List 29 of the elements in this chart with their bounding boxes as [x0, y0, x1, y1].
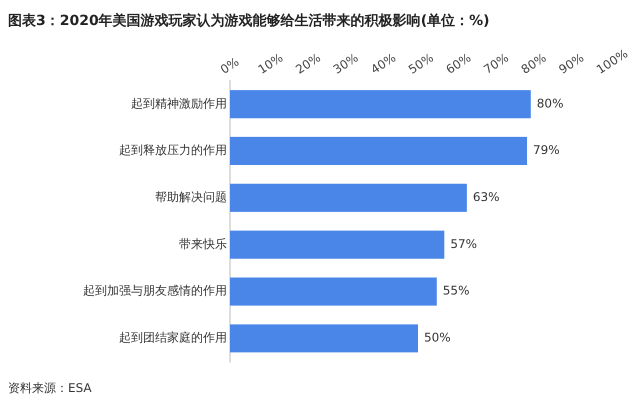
x-tick-label: 30%: [330, 50, 361, 77]
bar: [230, 184, 467, 212]
bar: [230, 324, 418, 352]
x-tick-label: 10%: [256, 50, 286, 77]
data-label: 80%: [536, 96, 564, 110]
y-tick-label: 帮助解决问题: [155, 190, 227, 204]
x-tick-label: 90%: [556, 50, 586, 77]
bar: [230, 136, 528, 166]
y-tick-label: 起到精神激励作用: [131, 96, 227, 110]
bar: [230, 90, 531, 118]
bar: [230, 277, 437, 306]
data-label: 79%: [533, 143, 560, 158]
bar: [230, 230, 444, 259]
x-tick-label: 0%: [218, 54, 242, 77]
data-label: 55%: [442, 284, 470, 298]
data-label: 63%: [472, 190, 500, 204]
x-tick-label: 50%: [406, 50, 436, 77]
y-tick-label: 起到释放压力的作用: [119, 143, 227, 158]
y-tick-label: 起到团结家庭的作用: [119, 330, 227, 344]
data-label: 50%: [424, 330, 451, 344]
x-tick-label: 40%: [368, 50, 398, 77]
x-tick-label: 70%: [481, 50, 512, 77]
x-tick-label: 80%: [518, 50, 549, 77]
x-tick-label: 60%: [444, 50, 474, 77]
y-tick-label: 起到加强与朋友感情的作用: [83, 284, 227, 298]
y-tick-label: 带来快乐: [179, 236, 227, 251]
text: 资料来源：ESA: [8, 380, 92, 397]
data-label: 57%: [450, 236, 477, 251]
chart-title: 图表3：2020年美国游戏玩家认为游戏能够给生活带来的积极影响(单位：%): [8, 12, 490, 30]
